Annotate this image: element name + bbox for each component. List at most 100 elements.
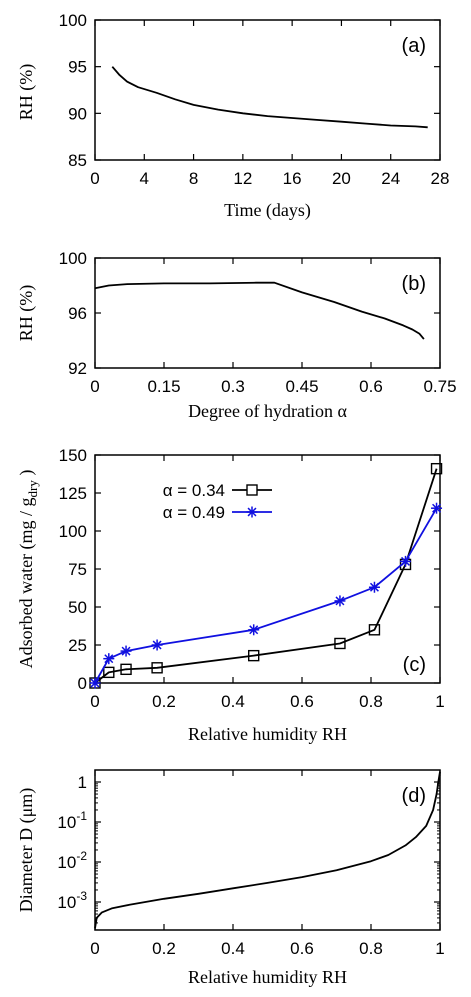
y-axis-label: RH (%) [16, 64, 37, 121]
x-tick-label: 20 [332, 169, 351, 188]
legend: α = 0.34 α = 0.49 [163, 481, 272, 522]
x-tick-label: 0.75 [423, 377, 456, 396]
data-point-square [103, 666, 115, 679]
series-line-1 [111, 66, 428, 129]
y-tick-base: 92 [68, 359, 87, 378]
y-tick-base: 125 [59, 484, 87, 503]
panel-label: (a) [402, 35, 426, 57]
series-line-1 [94, 771, 441, 929]
x-axis-label: Degree of hydration α [188, 401, 347, 421]
y-tick-label: 10-1 [57, 809, 87, 832]
y-tick-label: 50 [68, 598, 87, 617]
x-axis-label: Relative humidity RH [188, 967, 347, 987]
x-tick-label: 0.3 [221, 377, 245, 396]
y-tick-base: 95 [68, 58, 87, 77]
x-tick-label: 1 [435, 939, 444, 958]
data-point-star [368, 581, 380, 593]
y-tick-base: 75 [68, 560, 87, 579]
y-tick-label: 95 [68, 58, 87, 77]
y-tick-base: 96 [68, 304, 87, 323]
x-axis-label: Time (days) [224, 200, 311, 221]
x-tick-label: 0.2 [152, 692, 176, 711]
y-tick-exponent: -2 [76, 849, 87, 863]
y-tick-label: 85 [68, 151, 87, 170]
y-tick-base: 0 [78, 674, 87, 693]
y-tick-base: 50 [68, 598, 87, 617]
y-tick-base: 100 [59, 11, 87, 30]
star-stroke [121, 646, 131, 656]
x-tick-label: 0.45 [285, 377, 318, 396]
series-line-1 [94, 281, 425, 340]
y-tick-base: 150 [59, 446, 87, 465]
star-stroke [432, 503, 442, 513]
y-tick-exponent: -3 [76, 889, 87, 903]
y-tick-base: 90 [68, 104, 87, 123]
chart-panel-d: 0 0.2 0.4 0.6 0.8 110-310-210-11(d)Relative h… [16, 769, 445, 987]
data-point-square [120, 663, 132, 676]
y-tick-label: 0 [78, 674, 87, 693]
star-stroke [369, 582, 379, 592]
y-tick-base: 1 [78, 773, 87, 792]
star-stroke [90, 678, 100, 688]
y-tick-base: 10 [57, 893, 76, 912]
y-tick-label: 1 [78, 773, 87, 792]
plot-frame [94, 769, 441, 931]
data-point-square [247, 649, 260, 662]
data-point-star [431, 502, 443, 514]
star-stroke [401, 556, 410, 566]
y-tick-base: 25 [68, 636, 87, 655]
data-point-square [368, 624, 381, 636]
y-tick-label: 90 [68, 104, 87, 123]
y-axis-label: Adsorbed water (mg / gdry ) [16, 470, 40, 669]
y-axis-label-end: ) [16, 470, 37, 481]
chart-panel-b: 0 0.15 0.3 0.45 0.6 0.75 92 96 100 (b) Degree of h… [16, 249, 457, 421]
y-tick-base: 10 [57, 813, 76, 832]
x-tick-label: 0.15 [147, 377, 180, 396]
legend-label: α = 0.49 [163, 503, 225, 522]
x-tick-label: 4 [140, 169, 149, 188]
series-line-2 [94, 507, 438, 684]
y-tick-label: 125 [59, 484, 87, 503]
star-stroke [152, 640, 162, 650]
y-axis-label: RH (%) [16, 285, 37, 342]
x-tick-label: 0.6 [290, 692, 314, 711]
star-stroke [247, 507, 257, 517]
y-tick-base: 100 [59, 249, 87, 268]
star-stroke [335, 596, 345, 606]
y-tick-label: 10-2 [57, 849, 87, 872]
x-tick-label: 24 [381, 169, 400, 188]
legend-label: α = 0.34 [163, 481, 225, 500]
y-tick-label: 150 [59, 446, 87, 465]
data-point-square [151, 662, 163, 674]
y-tick-label: 96 [68, 304, 87, 323]
x-tick-label: 0.8 [359, 692, 383, 711]
x-tick-label: 0 [90, 939, 99, 958]
y-axis-label: Diameter D (μm) [16, 788, 37, 913]
y-axis-label-main: Adsorbed water (mg / g [16, 497, 37, 668]
y-tick-base: 85 [68, 151, 87, 170]
y-tick-label: 10-3 [57, 889, 87, 912]
panel-label: (d) [402, 785, 426, 807]
y-tick-label: 75 [68, 560, 87, 579]
x-tick-label: 8 [189, 169, 198, 188]
panel-label: (b) [402, 273, 426, 295]
y-axis-label-main: RH (%) [16, 285, 37, 342]
data-point-star [103, 653, 115, 665]
star-stroke [249, 625, 259, 635]
x-tick-label: 0 [90, 692, 99, 711]
data-point-star [334, 595, 346, 607]
x-tick-label: 12 [233, 169, 252, 188]
star-stroke [104, 654, 114, 664]
y-tick-exponent: -1 [76, 809, 87, 823]
y-tick-label: 92 [68, 359, 87, 378]
y-tick-label: 100 [59, 11, 87, 30]
plot-frame [94, 257, 441, 369]
panel-label: (c) [403, 654, 426, 676]
data-point-square [430, 462, 443, 475]
x-tick-label: 0 [90, 169, 99, 188]
legend-marker-square [246, 484, 258, 496]
data-point-star [151, 639, 163, 651]
x-tick-label: 0.6 [290, 939, 314, 958]
chart-panel-a: 0 4 8 12 16 20 24 28 85 90 95 100 (a) Time (days) RH (… [16, 11, 449, 221]
